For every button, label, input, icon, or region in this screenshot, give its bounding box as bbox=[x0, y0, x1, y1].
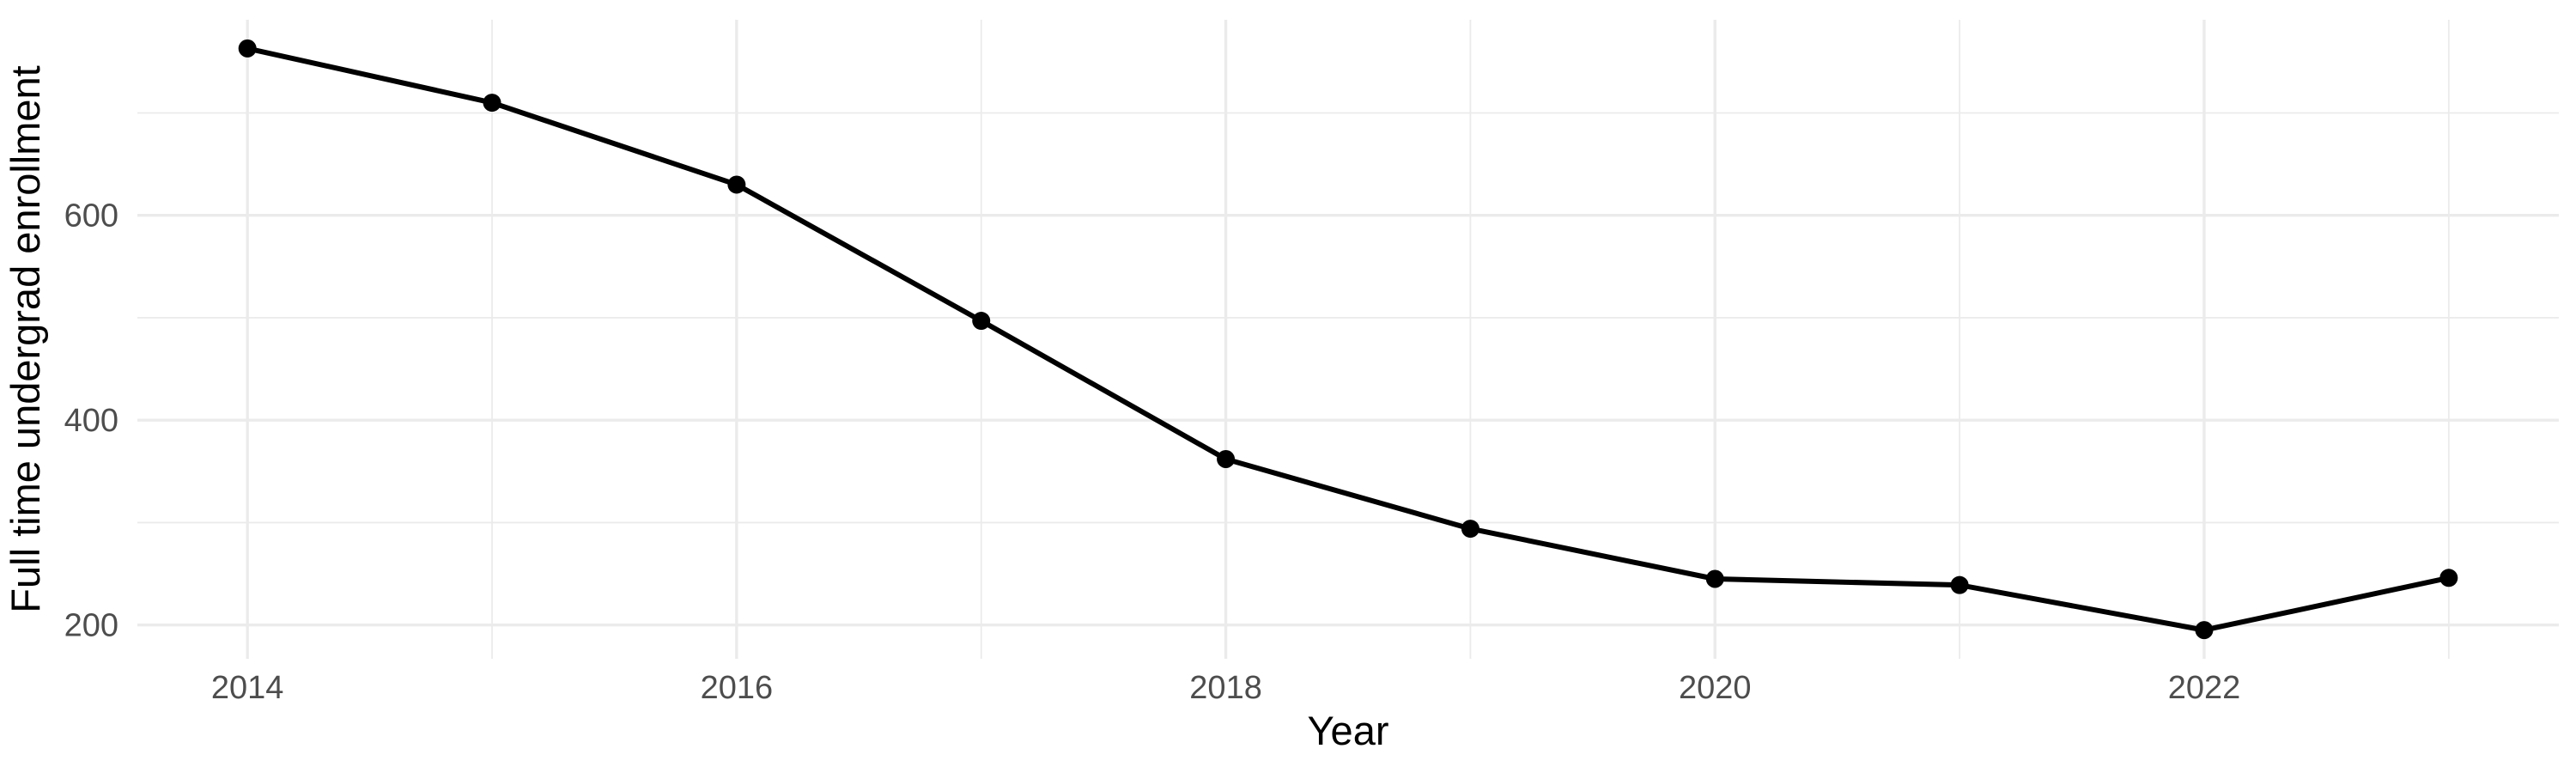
data-points bbox=[238, 39, 2458, 640]
gridlines-minor bbox=[137, 20, 2559, 659]
data-point bbox=[2439, 569, 2458, 587]
x-tick-label: 2018 bbox=[1189, 670, 1262, 706]
x-tick-label: 2014 bbox=[211, 670, 284, 706]
data-point bbox=[1705, 569, 1724, 588]
data-point bbox=[1950, 575, 1969, 594]
x-axis-title: Year bbox=[1308, 708, 1389, 753]
data-point bbox=[1217, 450, 1236, 468]
data-point bbox=[483, 94, 501, 113]
x-tick-label: 2020 bbox=[1679, 670, 1752, 706]
y-axis-title: Full time undergrad enrollment bbox=[3, 65, 48, 612]
data-point bbox=[727, 175, 746, 194]
x-tick-label: 2022 bbox=[2168, 670, 2241, 706]
series-line bbox=[245, 46, 2451, 633]
data-point bbox=[2195, 621, 2214, 640]
data-point bbox=[972, 312, 991, 331]
x-axis-tick-labels: 2014 2016 2018 2020 2022 bbox=[211, 670, 2240, 706]
y-tick-label: 400 bbox=[64, 403, 118, 439]
x-tick-label: 2016 bbox=[701, 670, 774, 706]
y-tick-label: 200 bbox=[64, 608, 118, 644]
line-series bbox=[245, 46, 2451, 633]
y-axis-tick-labels: 200 400 600 bbox=[64, 198, 118, 644]
data-point bbox=[238, 39, 257, 58]
gridlines-major bbox=[137, 20, 2559, 659]
y-tick-label: 600 bbox=[64, 198, 118, 234]
data-point bbox=[1461, 520, 1479, 539]
